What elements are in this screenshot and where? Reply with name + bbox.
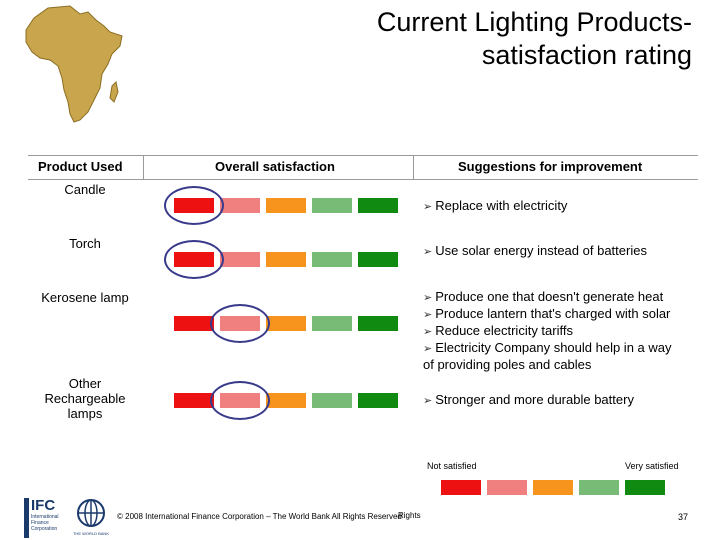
- suggestions-other: ➢ Stronger and more durable battery: [423, 392, 634, 409]
- suggestion-text: Reduce electricity tariffs: [435, 323, 573, 338]
- arrow-bullet-icon: ➢: [423, 326, 433, 338]
- product-other-rechargeable: Other Rechargeable lamps: [28, 376, 142, 421]
- product-line: Rechargeable: [44, 391, 126, 406]
- selected-rating-circle: [164, 186, 224, 225]
- arrow-bullet-icon: ➢: [423, 343, 433, 355]
- suggestion-text: Use solar energy instead of batteries: [435, 243, 647, 258]
- arrow-bullet-icon: ➢: [423, 309, 433, 321]
- rating-swatch: [174, 316, 214, 331]
- header-separator: [28, 179, 698, 180]
- selected-rating-circle: [210, 304, 270, 343]
- product-line: lamps: [67, 406, 103, 421]
- suggestion-item: ➢ Produce one that doesn't generate heat: [423, 289, 672, 306]
- rating-swatch: [358, 252, 398, 267]
- rating-swatch: [487, 480, 527, 495]
- ifc-logo-bar: [24, 498, 29, 538]
- table-top-border: [28, 155, 698, 156]
- header-product: Product Used: [38, 159, 123, 174]
- suggestion-item: ➢ Replace with electricity: [423, 198, 567, 215]
- product-line: Other: [68, 376, 102, 391]
- rating-swatch: [358, 198, 398, 213]
- suggestion-item: ➢ Produce lantern that's charged with sol…: [423, 306, 672, 323]
- rating-swatch: [579, 480, 619, 495]
- legend-low-label: Not satisfied: [427, 461, 477, 471]
- suggestion-item: ➢ Electricity Company should help in a wa…: [423, 340, 672, 357]
- rating-swatch: [441, 480, 481, 495]
- title-line-2: satisfaction rating: [481, 40, 692, 70]
- rating-swatch: [174, 393, 214, 408]
- rating-swatch: [625, 480, 665, 495]
- globe-icon: [77, 499, 105, 527]
- rating-swatch: [358, 393, 398, 408]
- selected-rating-circle: [164, 240, 224, 279]
- rating-swatch: [358, 316, 398, 331]
- suggestion-text: Stronger and more durable battery: [435, 392, 634, 407]
- rating-swatch: [220, 198, 260, 213]
- product-candle: Candle: [64, 182, 106, 197]
- rating-swatch: [266, 252, 306, 267]
- rating-swatch: [533, 480, 573, 495]
- column-divider-1: [143, 155, 144, 179]
- ifc-logo-subtext: International Finance Corporation: [31, 514, 59, 532]
- suggestions-kerosene: ➢ Produce one that doesn't generate heat ➢…: [423, 289, 672, 373]
- rating-swatch: [312, 252, 352, 267]
- rating-swatch: [312, 316, 352, 331]
- title-line-1: Current Lighting Products-: [376, 7, 692, 37]
- suggestion-text: Produce one that doesn't generate heat: [435, 289, 664, 304]
- rating-swatch: [220, 252, 260, 267]
- arrow-bullet-icon: ➢: [423, 292, 433, 304]
- world-bank-logo: THE WORLD BANK: [68, 498, 114, 538]
- suggestion-item: ➢ Reduce electricity tariffs: [423, 323, 672, 340]
- suggestion-text: Produce lantern that's charged with sola…: [435, 306, 671, 321]
- world-bank-logo-text: THE WORLD BANK: [72, 531, 109, 536]
- suggestion-item: ➢ Stronger and more durable battery: [423, 392, 634, 409]
- africa-map-icon: [25, 5, 123, 123]
- ifc-logo: IFC International Finance Corporation: [24, 498, 64, 538]
- product-kerosene-lamp: Kerosene lamp: [41, 290, 129, 305]
- suggestions-torch: ➢ Use solar energy instead of batteries: [423, 243, 647, 260]
- rating-swatch: [266, 393, 306, 408]
- arrow-bullet-icon: ➢: [423, 395, 433, 407]
- column-divider-2: [413, 155, 414, 179]
- selected-rating-circle: [210, 381, 270, 420]
- header-suggestions: Suggestions for improvement: [458, 159, 643, 174]
- ifc-logo-text: IFC: [31, 497, 56, 514]
- suggestions-candle: ➢ Replace with electricity: [423, 198, 567, 215]
- product-torch: Torch: [69, 236, 101, 251]
- suggestion-continuation: of providing poles and cables: [423, 357, 592, 372]
- suggestion-item: ➢ Use solar energy instead of batteries: [423, 243, 647, 260]
- arrow-bullet-icon: ➢: [423, 246, 433, 258]
- rating-swatch: [312, 393, 352, 408]
- footer-copyright: © 2008 International Finance Corporation…: [117, 512, 402, 521]
- suggestion-text: Replace with electricity: [435, 198, 568, 213]
- page-number: 37: [678, 512, 689, 522]
- rating-swatch: [266, 316, 306, 331]
- arrow-bullet-icon: ➢: [423, 201, 433, 213]
- slide-title: Current Lighting Products- satisfaction …: [377, 6, 692, 72]
- rating-swatch: [312, 198, 352, 213]
- legend-high-label: Very satisfied: [625, 461, 679, 471]
- footer-overlap-text: Rights: [398, 511, 421, 520]
- header-overall: Overall satisfaction: [215, 159, 335, 174]
- rating-swatch: [266, 198, 306, 213]
- suggestion-text: Electricity Company should help in a way: [435, 340, 672, 355]
